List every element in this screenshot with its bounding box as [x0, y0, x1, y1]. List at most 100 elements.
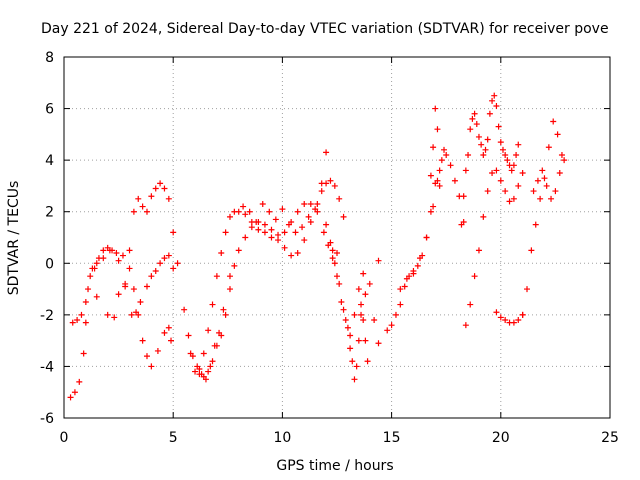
data-point	[486, 110, 493, 117]
data-point	[137, 298, 144, 305]
data-point	[469, 115, 476, 122]
series-trace-k	[384, 146, 448, 334]
data-point	[550, 118, 557, 125]
data-point	[281, 229, 288, 236]
data-point	[242, 234, 249, 241]
data-point	[74, 317, 81, 324]
data-point	[119, 252, 126, 259]
series-trace-e	[196, 200, 340, 380]
data-point	[513, 151, 520, 158]
data-point	[510, 195, 517, 202]
data-point	[104, 244, 111, 251]
data-point	[222, 229, 229, 236]
series-trace-g	[323, 221, 371, 383]
series-trace-m	[427, 105, 443, 189]
data-point	[340, 213, 347, 220]
data-point	[161, 185, 168, 192]
data-point	[185, 332, 192, 339]
series-trace-p	[493, 309, 526, 326]
series-trace-c	[93, 180, 233, 383]
data-point	[148, 193, 155, 200]
chart-title: Day 221 of 2024, Sidereal Day-to-day VTE…	[41, 21, 609, 37]
data-point	[226, 273, 233, 280]
data-point	[499, 146, 506, 153]
data-point	[275, 237, 282, 244]
data-point	[344, 324, 351, 331]
data-point	[318, 180, 325, 187]
data-point	[200, 350, 207, 357]
data-point	[168, 337, 175, 344]
y-tick-label: -4	[40, 359, 54, 375]
data-point	[78, 311, 85, 318]
data-point	[209, 358, 216, 365]
data-point	[196, 366, 203, 373]
data-point	[336, 195, 343, 202]
data-point	[143, 283, 150, 290]
data-point	[133, 309, 140, 316]
data-point	[122, 280, 129, 287]
data-point	[331, 182, 338, 189]
data-point	[430, 203, 437, 210]
data-point	[231, 262, 238, 269]
data-point	[491, 92, 498, 99]
data-point	[235, 247, 242, 254]
data-point	[414, 262, 421, 269]
data-point	[128, 311, 135, 318]
data-point	[248, 224, 255, 231]
data-point	[441, 146, 448, 153]
series-trace-i	[358, 280, 382, 347]
data-point	[113, 249, 120, 256]
data-point	[548, 195, 555, 202]
data-point	[93, 260, 100, 267]
data-point	[340, 306, 347, 313]
data-point	[502, 317, 509, 324]
data-point	[279, 206, 286, 213]
data-point	[545, 144, 552, 151]
data-point	[543, 182, 550, 189]
data-point	[397, 286, 404, 293]
data-point	[489, 97, 496, 104]
data-point	[246, 208, 253, 215]
data-point	[364, 358, 371, 365]
data-point	[410, 270, 417, 277]
x-tick-label: 5	[169, 430, 178, 446]
data-point	[510, 162, 517, 169]
data-point	[301, 237, 308, 244]
data-point	[329, 255, 336, 262]
x-tick-label: 25	[601, 430, 619, 446]
data-point	[261, 221, 268, 228]
grid-lines	[64, 57, 610, 418]
data-point	[524, 286, 531, 293]
data-point	[462, 322, 469, 329]
data-point	[403, 275, 410, 282]
data-point	[502, 188, 509, 195]
data-point	[334, 273, 340, 280]
data-point	[196, 371, 203, 378]
data-point	[495, 123, 502, 130]
data-point	[80, 350, 87, 357]
data-point	[561, 157, 568, 164]
data-point	[510, 319, 517, 326]
data-point	[174, 260, 181, 267]
data-point	[87, 273, 94, 280]
data-point	[497, 314, 504, 321]
data-point	[416, 255, 423, 262]
data-point	[504, 157, 511, 164]
data-point	[71, 389, 78, 396]
data-point	[255, 226, 262, 233]
data-point	[307, 219, 314, 226]
data-point	[355, 286, 362, 293]
data-point	[336, 280, 343, 287]
data-point	[294, 208, 301, 215]
data-point	[253, 219, 260, 226]
y-tick-label: 4	[45, 153, 54, 169]
data-point	[272, 216, 279, 223]
y-axis-label: SDTVAR / TECUs	[6, 181, 22, 296]
data-point	[154, 347, 161, 354]
data-point	[532, 221, 539, 228]
x-tick-label: 15	[383, 430, 401, 446]
data-point	[139, 203, 146, 210]
data-point	[314, 200, 321, 207]
data-point	[392, 311, 399, 318]
data-point	[447, 162, 454, 169]
